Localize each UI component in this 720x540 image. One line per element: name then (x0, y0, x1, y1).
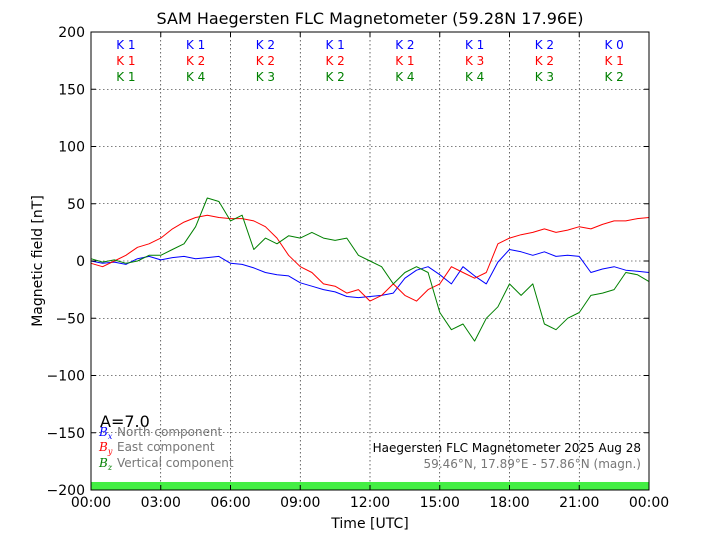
axis-ticks: 00:00 03:00 06:00 09:00 12:00 15:00 18:00 21:00… (47, 25, 670, 511)
k-index-label: K 1 (116, 38, 135, 52)
x-tick-label: 18:00 (489, 495, 529, 511)
k-index-label: K 2 (325, 54, 344, 68)
y-tick-label: −100 (47, 369, 85, 385)
legend-entry-north-component: Bx North component (98, 425, 223, 441)
y-tick-label: 150 (58, 82, 85, 98)
y-tick-label: −150 (47, 426, 85, 442)
x-tick-label: 15:00 (420, 495, 460, 511)
chart-title: SAM Haegersten FLC Magnetometer (59.28N … (157, 9, 584, 28)
legend-symbol: By (98, 440, 113, 456)
series-line-north-component (90, 249, 650, 299)
y-tick-label: 200 (58, 25, 85, 41)
k-index-label: K 0 (604, 38, 623, 52)
k-index-label: K 3 (535, 70, 554, 84)
x-tick-label: 00:00 (629, 495, 669, 511)
legend-symbol: Bz (98, 456, 113, 472)
series-line-vertical-component (90, 197, 650, 342)
k-index-label: K 2 (256, 54, 275, 68)
legend-label: East component (117, 440, 215, 454)
y-tick-label: −50 (55, 311, 85, 327)
legend-symbol: Bx (98, 425, 113, 441)
k-index-label: K 2 (535, 38, 554, 52)
k-index-label: K 1 (604, 54, 623, 68)
y-tick-label: 50 (67, 197, 85, 213)
k-index-label: K 4 (186, 70, 205, 84)
y-tick-label: 0 (76, 254, 85, 270)
k-index-label: K 2 (535, 54, 554, 68)
k-index-label: K 4 (395, 70, 414, 84)
legend-label: North component (117, 425, 223, 439)
series-line-east-component (90, 214, 650, 302)
k-index-label: K 2 (395, 38, 414, 52)
x-axis-title: Time [UTC] (330, 516, 408, 532)
y-tick-label: 100 (58, 140, 85, 156)
k-index-label: K 4 (465, 70, 484, 84)
legend-entry-east-component: By East component (98, 440, 215, 456)
x-tick-label: 03:00 (141, 495, 181, 511)
k-index-label: K 1 (465, 38, 484, 52)
k-index-label: K 1 (116, 70, 135, 84)
legend-label: Vertical component (117, 456, 234, 470)
x-tick-label: 12:00 (350, 495, 390, 511)
k-index-label: K 1 (186, 38, 205, 52)
k-index-label: K 2 (256, 38, 275, 52)
info-subtitle: 59.46°N, 17.89°E - 57.86°N (magn.) (424, 457, 641, 471)
k-index-label: K 2 (604, 70, 623, 84)
legend: Bx North component By East component Bz Verti… (98, 425, 234, 472)
k-index-label: K 1 (325, 38, 344, 52)
k-index-label: K 2 (325, 70, 344, 84)
y-tick-label: −200 (47, 483, 85, 499)
y-axis-title: Magnetic field [nT] (30, 195, 46, 327)
series-layer (90, 197, 650, 342)
a-index-label: A=7.0 (100, 412, 150, 431)
k-index-label: K 2 (186, 54, 205, 68)
legend-entry-vertical-component: Bz Vertical component (98, 456, 234, 472)
x-tick-label: 06:00 (210, 495, 250, 511)
x-tick-label: 09:00 (280, 495, 320, 511)
x-tick-label: 00:00 (71, 495, 111, 511)
k-index-layer: K 1 K 1 K 1 K 1 K 2 K 4 K 2 K 2 K 3 K 1 K 2 K 2 K 2 K… (116, 38, 624, 84)
k-index-label: K 1 (116, 54, 135, 68)
x-tick-label: 21:00 (559, 495, 599, 511)
info-title: Haegersten FLC Magnetometer 2025 Aug 28 (373, 441, 641, 455)
k-index-label: K 3 (465, 54, 484, 68)
k-index-label: K 1 (395, 54, 414, 68)
k-index-label: K 3 (256, 70, 275, 84)
